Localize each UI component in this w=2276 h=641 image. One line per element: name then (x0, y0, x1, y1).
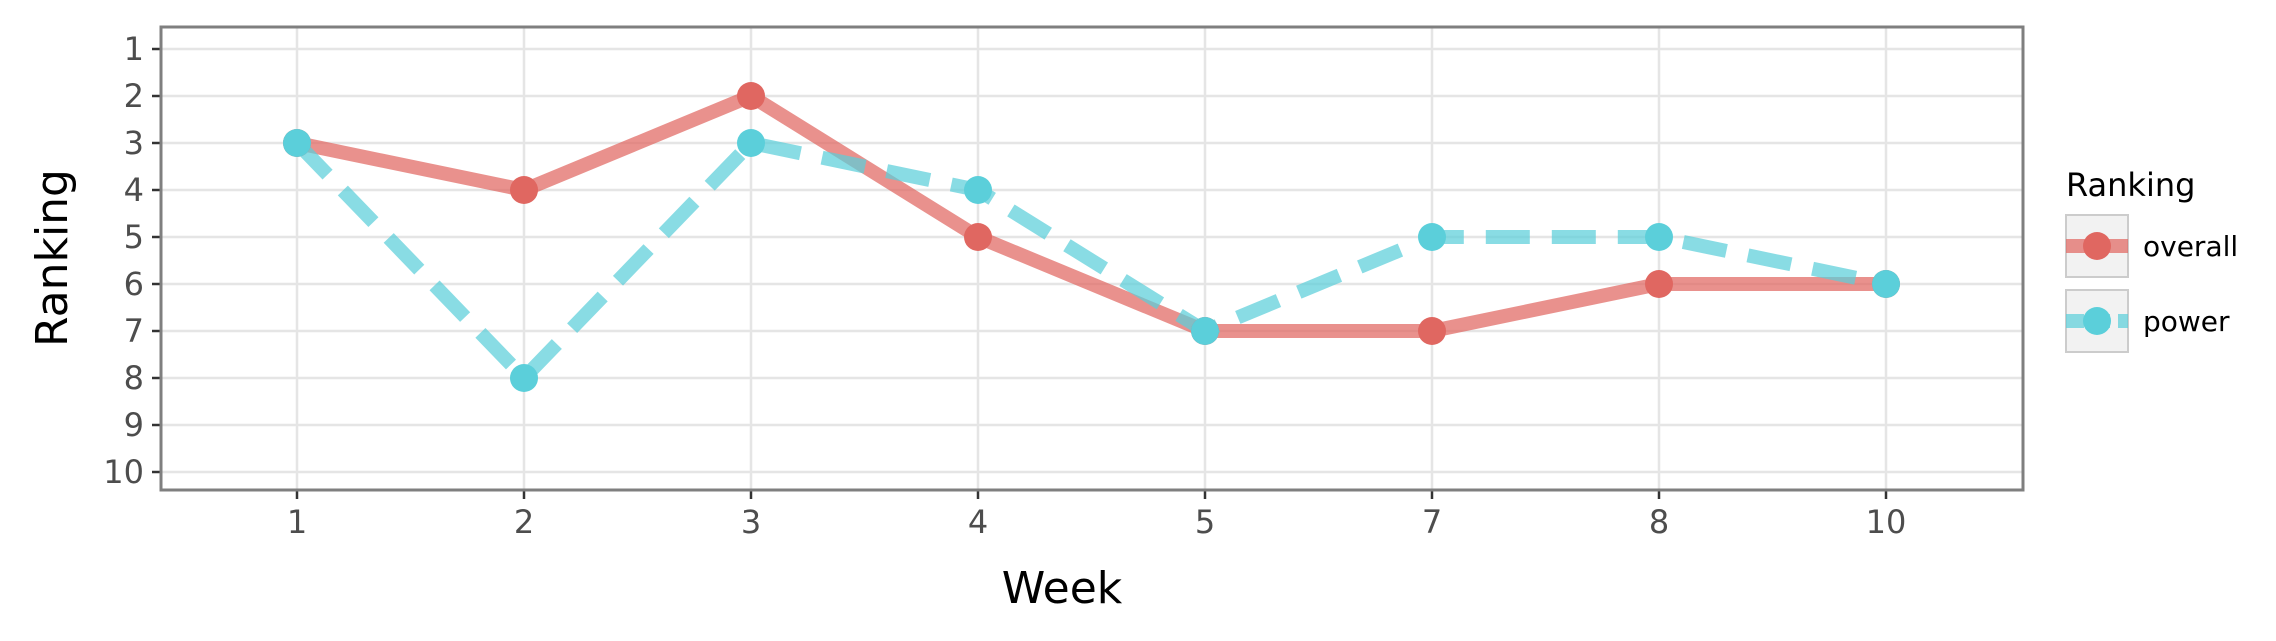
y-tick-label: 4 (124, 171, 144, 209)
y-axis-title: Ranking (27, 169, 78, 347)
y-tick-label: 10 (103, 453, 144, 491)
series-line-power (291, 136, 1888, 385)
legend: Ranking overall power (2065, 166, 2238, 353)
x-tick-label: 1 (287, 503, 307, 541)
legend-item-overall: overall (2065, 214, 2238, 278)
legend-label: power (2143, 305, 2230, 338)
data-point-overall (1645, 270, 1673, 298)
series-lines (291, 89, 1888, 385)
data-point-overall (737, 82, 765, 110)
data-point-power (737, 129, 765, 157)
x-tick-label: 8 (1649, 503, 1669, 541)
data-point-power (1418, 223, 1446, 251)
grid-lines (161, 27, 2023, 490)
legend-key-point (2083, 307, 2111, 335)
data-point-overall (1418, 317, 1446, 345)
series-line-overall (295, 89, 1886, 338)
x-tick-label: 5 (1195, 503, 1215, 541)
data-point-power (283, 129, 311, 157)
legend-items: overall power (2065, 214, 2238, 353)
y-axis-ticks: 1 2 3 4 5 6 7 8 9 10 (103, 30, 161, 491)
y-tick-label: 2 (124, 77, 144, 115)
y-tick-label: 5 (124, 218, 144, 256)
legend-title: Ranking (2066, 166, 2195, 204)
data-point-power (1645, 223, 1673, 251)
legend-label: overall (2143, 230, 2238, 263)
y-tick-label: 7 (124, 312, 144, 350)
x-tick-label: 4 (968, 503, 988, 541)
legend-key-point (2083, 232, 2111, 260)
data-point-overall (510, 176, 538, 204)
series-points (283, 82, 1900, 392)
x-tick-label: 3 (741, 503, 761, 541)
x-tick-label: 7 (1422, 503, 1442, 541)
data-point-power (1872, 270, 1900, 298)
data-point-power (1191, 317, 1219, 345)
legend-item-power: power (2065, 289, 2230, 353)
y-tick-label: 9 (124, 406, 144, 444)
data-point-power (510, 364, 538, 392)
data-point-overall (964, 223, 992, 251)
x-tick-label: 2 (514, 503, 534, 541)
x-axis-ticks: 1 2 3 4 5 7 8 10 (287, 490, 1907, 541)
y-tick-label: 3 (124, 124, 144, 162)
x-tick-label: 10 (1866, 503, 1907, 541)
plot-border (159, 25, 2025, 492)
x-axis-title: Week (1002, 563, 1123, 614)
y-tick-label: 6 (124, 265, 144, 303)
y-tick-label: 8 (124, 359, 144, 397)
data-point-power (964, 176, 992, 204)
y-tick-label: 1 (124, 30, 144, 68)
